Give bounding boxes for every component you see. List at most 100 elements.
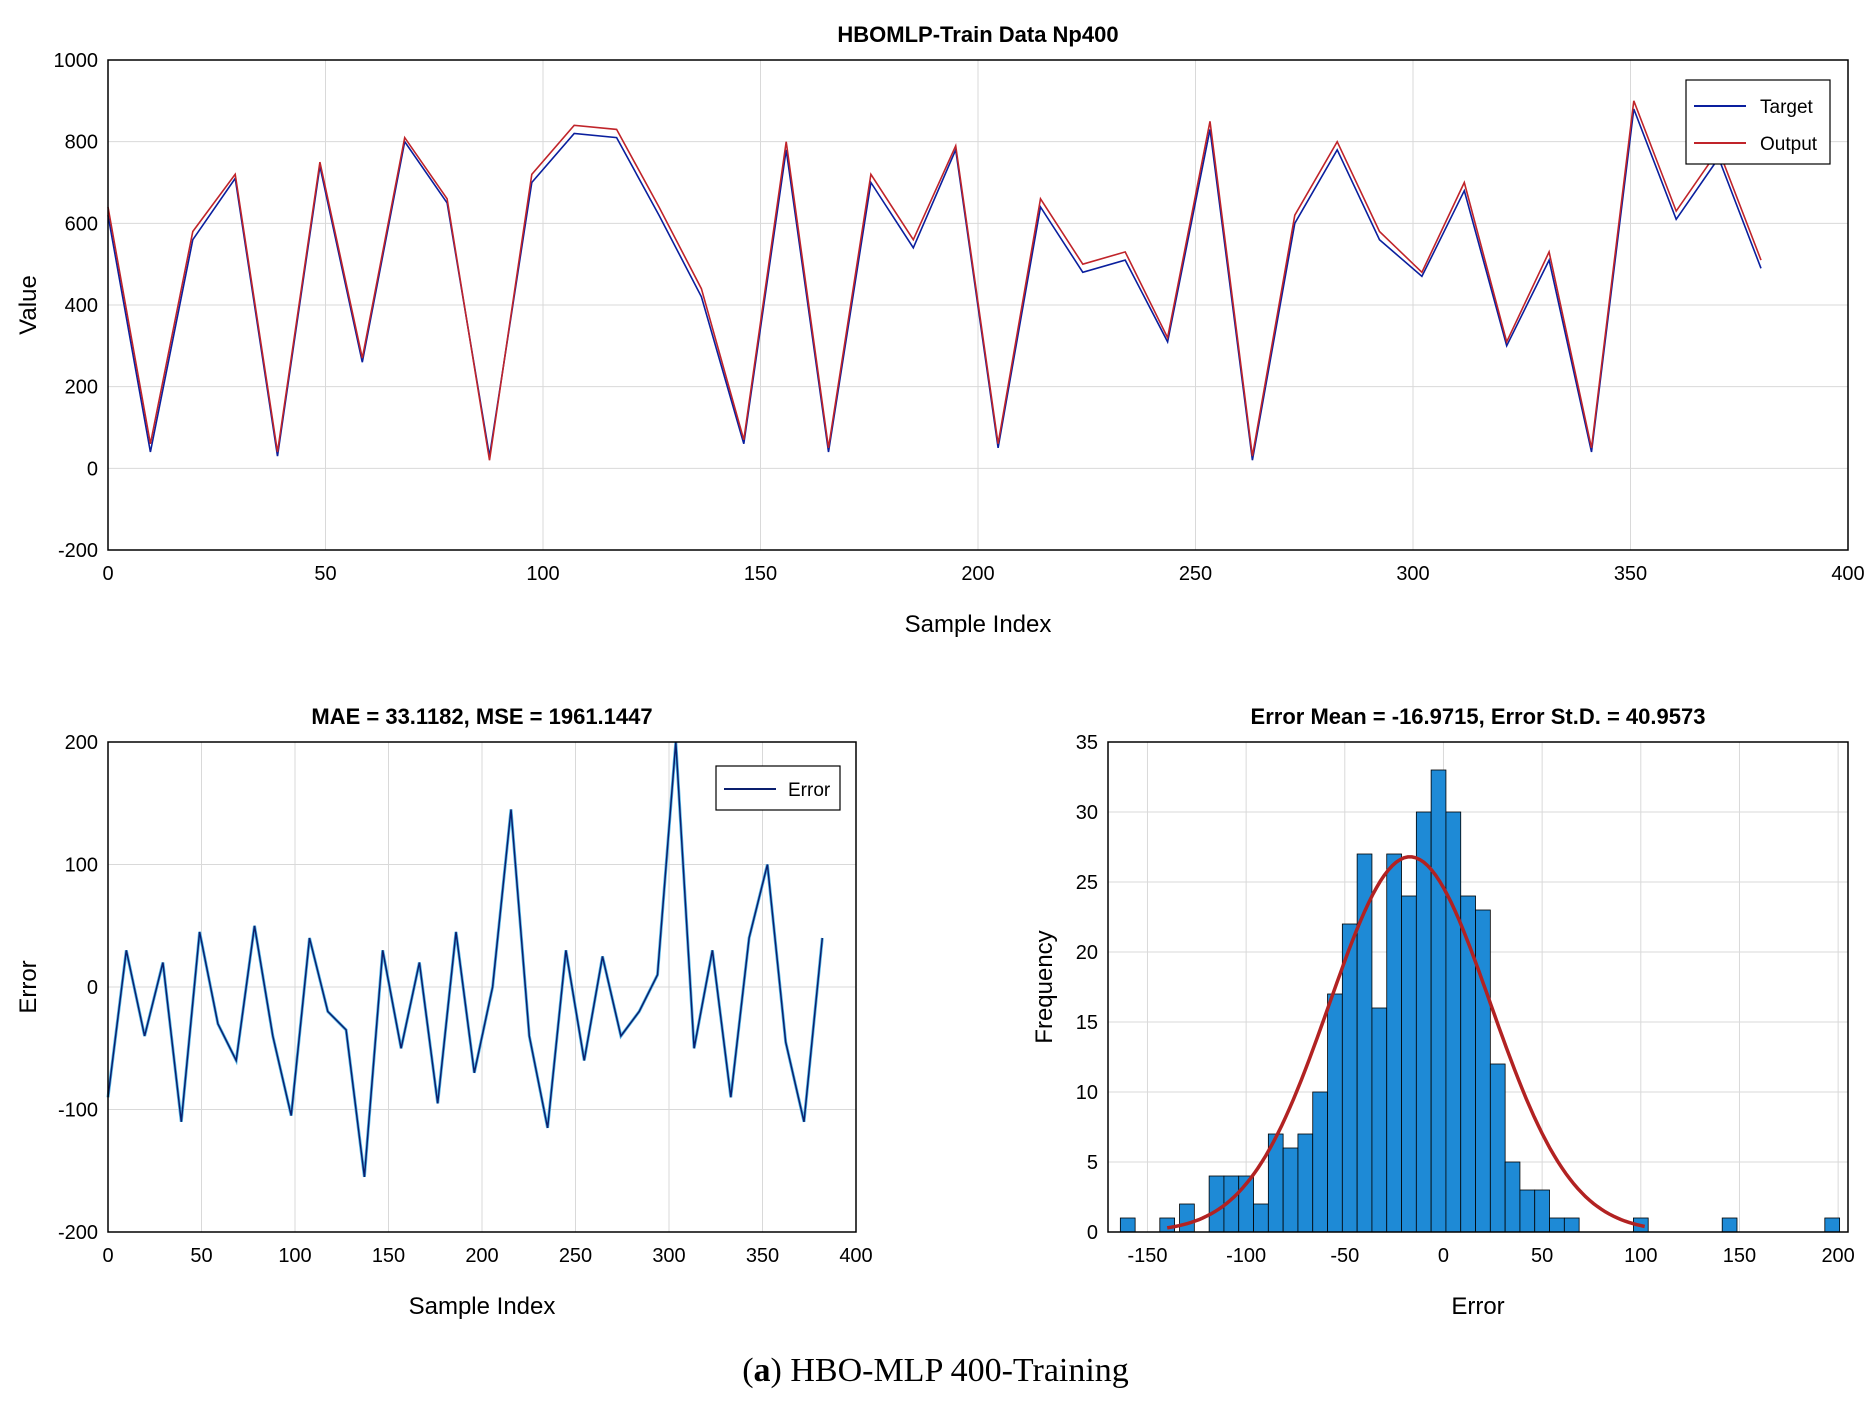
error-x-tick-label: 50 <box>190 1245 212 1267</box>
hist-y-tick-label: 5 <box>1087 1152 1098 1174</box>
hist-x-tick-label: 150 <box>1723 1245 1756 1267</box>
caption-open-paren: ( <box>742 1352 754 1389</box>
error-x-tick-label: 100 <box>278 1245 311 1267</box>
hist-x-tick-label: 100 <box>1624 1245 1657 1267</box>
top-x-tick-label: 300 <box>1396 563 1429 585</box>
top-y-tick-label: 400 <box>65 295 98 317</box>
top-x-axis-label: Sample Index <box>905 611 1052 638</box>
hist-bar <box>1371 1007 1388 1233</box>
figure-canvas: 0 50 100 150 200 250 300 350 400-200020040060080… <box>15 22 1865 1320</box>
hist-bar <box>1489 1063 1506 1233</box>
hist-y-tick-label: 15 <box>1076 1012 1098 1034</box>
top-y-axis-label: Value <box>15 275 42 335</box>
hist-x-tick-label: -50 <box>1330 1245 1359 1267</box>
hist-y-tick-label: 10 <box>1076 1082 1098 1104</box>
hist-bar <box>1504 1161 1521 1233</box>
error-y-axis-label: Error <box>15 960 42 1013</box>
top-x-tick-label: 350 <box>1614 563 1647 585</box>
error-y-tick-label: -200 <box>58 1222 98 1244</box>
error-series-line <box>107 741 824 1177</box>
error-y-tick-label: 200 <box>65 732 98 754</box>
error-x-tick-label: 400 <box>839 1245 872 1267</box>
hist-bar <box>1563 1217 1580 1233</box>
hist-y-tick-label: 30 <box>1076 802 1098 824</box>
top-x-tick-label: 250 <box>1179 563 1212 585</box>
hist-x-tick-label: -100 <box>1226 1245 1266 1267</box>
hist-bar <box>1119 1217 1136 1233</box>
legend-output-label: Output <box>1760 134 1818 155</box>
caption-text: HBO-MLP 400-Training <box>781 1352 1129 1389</box>
top-y-tick-label: 1000 <box>54 50 99 72</box>
hist-x-tick-label: 0 <box>1438 1245 1449 1267</box>
top-x-tick-label: 50 <box>314 563 336 585</box>
error-legend: Error <box>715 765 841 811</box>
top-y-tick-label: 200 <box>65 377 98 399</box>
legend-error-label: Error <box>788 780 831 801</box>
error-x-tick-label: 0 <box>102 1245 113 1267</box>
hist-bar <box>1519 1189 1536 1233</box>
hist-bar <box>1721 1217 1738 1233</box>
error-x-tick-label: 200 <box>465 1245 498 1267</box>
hist-x-tick-label: 50 <box>1531 1245 1553 1267</box>
top-x-tick-label: 200 <box>961 563 994 585</box>
top-chart-title: HBOMLP-Train Data Np400 <box>837 22 1118 47</box>
error-chart: 0 50 100 150 200 250 300 350 400-200-1000100200 … <box>15 704 873 1320</box>
hist-y-tick-label: 20 <box>1076 942 1098 964</box>
error-chart-title: MAE = 33.1182, MSE = 1961.1447 <box>311 704 652 729</box>
hist-bar <box>1445 811 1462 1233</box>
top-axes-frame <box>107 59 1849 551</box>
error-axes-frame <box>107 741 857 1233</box>
hist-bar <box>1549 1217 1565 1233</box>
top-y-tick-label: -200 <box>58 540 98 562</box>
figure-caption: (a) HBO-MLP 400-Training <box>0 1352 1871 1390</box>
hist-axes-frame <box>1107 741 1849 1233</box>
error-x-axis-label: Sample Index <box>409 1293 556 1320</box>
top-x-tick-label: 400 <box>1831 563 1864 585</box>
error-x-tick-label: 350 <box>746 1245 779 1267</box>
hist-y-tick-label: 35 <box>1076 732 1098 754</box>
hist-y-axis-label: Frequency <box>1031 930 1058 1043</box>
top-x-tick-label: 150 <box>744 563 777 585</box>
error-histogram: -150 -100 -50 0 50 100 150 200 0 5 10 15 20 25 30 35 Er… <box>1031 704 1855 1320</box>
top-y-tick-label: 0 <box>87 458 98 480</box>
top-legend-box <box>1685 79 1831 165</box>
caption-close-paren: ) <box>770 1352 782 1389</box>
hist-bar <box>1341 923 1358 1233</box>
hist-bar <box>1430 769 1447 1233</box>
top-y-tick-label: 600 <box>65 213 98 235</box>
train-data-chart: 0 50 100 150 200 250 300 350 400-200020040060080… <box>15 22 1865 638</box>
hist-bar <box>1253 1203 1269 1233</box>
hist-bar <box>1327 993 1343 1233</box>
normal-fit-curve <box>1166 855 1646 1230</box>
error-y-tick-label: 100 <box>65 855 98 877</box>
legend-target-label: Target <box>1760 97 1814 118</box>
hist-bar <box>1534 1189 1550 1233</box>
hist-bar <box>1297 1133 1314 1233</box>
hist-bar <box>1208 1175 1225 1233</box>
hist-y-tick-label: 25 <box>1076 872 1098 894</box>
hist-x-tick-label: -150 <box>1127 1245 1167 1267</box>
top-x-tick-label: 0 <box>102 563 113 585</box>
hist-bar <box>1159 1217 1176 1233</box>
hist-chart-title: Error Mean = -16.9715, Error St.D. = 40.… <box>1251 704 1706 729</box>
hist-x-tick-label: 200 <box>1821 1245 1854 1267</box>
hist-bar <box>1824 1217 1841 1233</box>
hist-bar <box>1282 1147 1299 1233</box>
hist-bar <box>1475 909 1491 1233</box>
hist-bar <box>1415 811 1432 1233</box>
series-output-line <box>107 100 1762 461</box>
error-x-tick-label: 150 <box>372 1245 405 1267</box>
top-x-tick-label: 100 <box>526 563 559 585</box>
hist-bar <box>1401 895 1417 1233</box>
error-y-tick-label: -100 <box>58 1100 98 1122</box>
hist-bar <box>1312 1091 1328 1233</box>
top-y-tick-label: 800 <box>65 132 98 154</box>
error-x-tick-label: 300 <box>652 1245 685 1267</box>
caption-letter: a <box>753 1352 771 1389</box>
hist-y-tick-label: 0 <box>1087 1222 1098 1244</box>
hist-bar <box>1179 1203 1195 1233</box>
error-y-tick-label: 0 <box>87 977 98 999</box>
error-x-tick-label: 250 <box>559 1245 592 1267</box>
hist-bar <box>1386 853 1402 1233</box>
hist-x-axis-label: Error <box>1451 1293 1504 1320</box>
